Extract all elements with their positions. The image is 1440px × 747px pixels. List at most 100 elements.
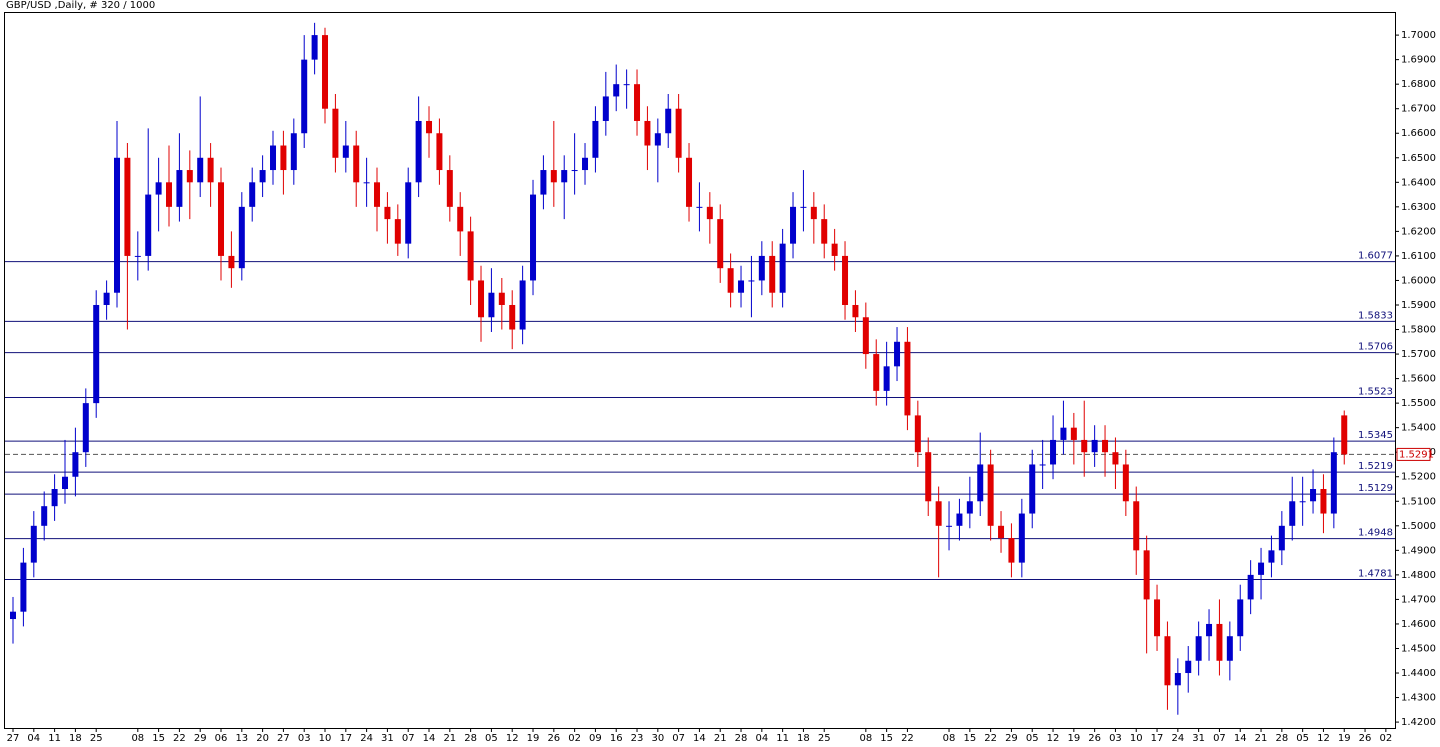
candle-body [1320,489,1327,514]
candle-body [30,525,37,563]
y-tick-label: 1.4200 [1401,717,1436,728]
level-label: 1.5523 [1358,386,1393,397]
candle-body [852,304,859,318]
y-tick-label: 1.5900 [1401,300,1436,311]
candle-body [498,292,505,305]
candle-body [353,145,360,183]
candle-body [821,219,828,244]
candle-body [20,562,27,612]
y-tick-label: 1.5200 [1401,472,1436,483]
candle-body [10,611,17,620]
candle-body [1310,489,1317,502]
candle-body [1008,538,1015,563]
level-label: 1.4781 [1358,569,1393,580]
candle-body [1133,501,1140,551]
level-label: 1.4948 [1358,528,1393,539]
candle-body [1081,439,1088,453]
candle-body [561,170,568,183]
y-tick-label: 1.5800 [1401,325,1436,336]
y-tick-label: 1.4300 [1401,693,1436,704]
x-tick-label: 05 [1296,733,1309,744]
x-tick-label: 26 [1088,733,1101,744]
candle-body [1247,574,1254,600]
x-tick-label: 16 [610,733,623,744]
candle-body [1039,464,1046,466]
candle-body [311,35,318,60]
candle-body [478,280,485,318]
x-tick-label: 27 [277,733,290,744]
candle-body [1018,513,1025,563]
candle-body [592,120,599,158]
candle-body [228,255,235,269]
candle-body [82,403,89,453]
x-tick-label: 29 [194,733,207,744]
candle-body [1070,427,1077,440]
x-tick-label: 19 [1067,733,1080,744]
candle-body [894,341,901,367]
x-tick-label: 15 [963,733,976,744]
candle-body [218,182,225,256]
x-tick-label: 26 [547,733,560,744]
candle-body [946,525,953,527]
candle-body [1050,439,1057,465]
x-tick-label: 21 [714,733,727,744]
candle-body [1122,464,1129,502]
x-tick-label: 08 [943,733,956,744]
x-tick-label: 26 [1359,733,1372,744]
x-tick-label: 27 [7,733,20,744]
candle-body [873,354,880,391]
candle-body [717,219,724,269]
candle-body [779,243,786,293]
x-tick-label: 31 [1192,733,1205,744]
candle-body [862,317,869,355]
candle-body [800,206,807,208]
candle-body [758,255,765,281]
candle-body [363,182,370,184]
candle-body [582,157,589,171]
candle-body [623,84,630,86]
candle-body [166,182,173,207]
level-label: 1.5129 [1358,483,1393,494]
candle-body [62,476,69,490]
candle-body [956,513,963,526]
y-tick-label: 1.6100 [1401,251,1436,262]
candle-body [176,170,183,207]
x-tick-label: 11 [776,733,789,744]
candle-body [457,206,464,232]
x-tick-label: 21 [1255,733,1268,744]
x-tick-label: 03 [1109,733,1122,744]
candle-body [1164,636,1171,686]
x-tick-label: 24 [1171,733,1184,744]
candle-body [1289,501,1296,526]
candle-body [925,452,932,502]
x-tick-label: 18 [69,733,82,744]
candle-body [1330,452,1337,514]
y-tick-label: 1.4400 [1401,668,1436,679]
candle-body [301,59,308,134]
x-tick-label: 28 [1275,733,1288,744]
candle-body [114,157,121,293]
x-tick-label: 22 [173,733,186,744]
candle-body [602,96,609,121]
x-tick-label: 29 [1005,733,1018,744]
x-tick-label: 08 [859,733,872,744]
x-tick-label: 17 [339,733,352,744]
candle-body [1185,660,1192,674]
candle-body [706,206,713,220]
y-tick-label: 1.6900 [1401,55,1436,66]
candle-body [613,84,620,97]
candle-body [509,304,516,330]
x-tick-label: 10 [1130,733,1143,744]
y-tick-label: 1.6500 [1401,153,1436,164]
candle-body [186,170,193,183]
candle-body [696,206,703,208]
candle-body [769,255,776,293]
candle-body [675,108,682,158]
candle-body [665,108,672,134]
y-tick-label: 1.6000 [1401,275,1436,286]
plot-frame [4,12,1396,729]
candle-body [1060,427,1067,440]
candle-body [446,170,453,207]
